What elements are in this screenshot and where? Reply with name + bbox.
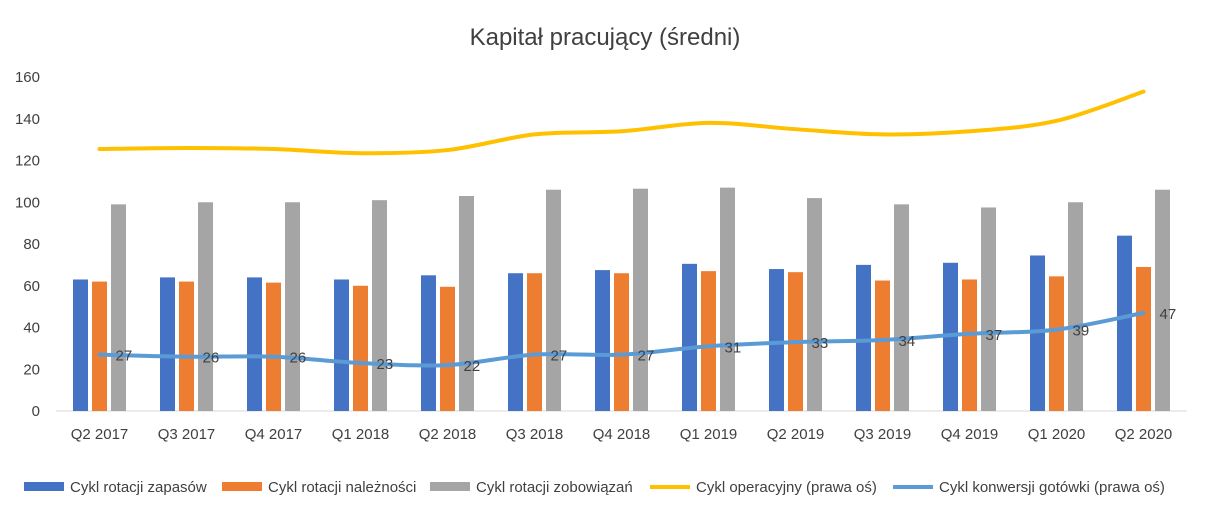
legend-swatch: [430, 482, 470, 491]
bar-3: [807, 198, 822, 411]
x-tick-label: Q4 2017: [245, 426, 303, 443]
bar-2: [527, 273, 542, 411]
bar-3: [720, 187, 735, 411]
x-tick-label: Q1 2019: [680, 426, 738, 443]
bar-marks: [73, 187, 1170, 411]
bar-3: [1068, 202, 1083, 411]
bar-1: [682, 263, 697, 411]
bar-3: [981, 207, 996, 411]
bar-3: [285, 202, 300, 411]
bar-2: [614, 273, 629, 411]
data-label: 33: [812, 335, 829, 352]
x-axis: Q2 2017 Q3 2017 Q4 2017 Q1 2018 Q2 2018 Q3 20…: [71, 426, 1173, 443]
bar-3: [372, 200, 387, 411]
bar-1: [508, 273, 523, 411]
x-tick-label: Q2 2020: [1115, 426, 1173, 443]
y-tick-label: 100: [15, 194, 40, 211]
bar-2: [962, 279, 977, 411]
bar-1: [160, 277, 175, 411]
bar-3: [1155, 189, 1170, 411]
data-label: 26: [203, 350, 220, 367]
bar-2: [266, 282, 281, 411]
y-tick-label: 140: [15, 111, 40, 128]
y-tick-label: 80: [23, 236, 40, 253]
bar-1: [1117, 235, 1132, 411]
legend-label: Cykl rotacji zobowiązań: [476, 479, 633, 496]
y-tick-label: 160: [15, 69, 40, 86]
legend-swatch: [24, 482, 64, 491]
bar-3: [111, 204, 126, 411]
y-tick-label: 20: [23, 361, 40, 378]
data-label: 23: [377, 356, 394, 373]
data-label: 34: [899, 333, 916, 350]
legend-label: Cykl rotacji należności: [268, 479, 416, 496]
bar-2: [440, 286, 455, 411]
data-label: 22: [464, 358, 481, 375]
data-label: 27: [551, 348, 568, 365]
x-tick-label: Q1 2018: [332, 426, 390, 443]
x-tick-label: Q4 2019: [941, 426, 999, 443]
legend-label: Cykl operacyjny (prawa oś): [696, 479, 877, 496]
y-tick-label: 40: [23, 320, 40, 337]
x-tick-label: Q2 2019: [767, 426, 825, 443]
y-axis: 0 20 40 60 80 100 120 140 160: [15, 69, 40, 420]
bar-1: [334, 279, 349, 411]
bar-1: [595, 270, 610, 411]
x-tick-label: Q2 2018: [419, 426, 477, 443]
chart-title: Kapitał pracujący (średni): [470, 24, 741, 51]
data-label: 37: [986, 327, 1003, 344]
series-line: [97, 89, 1146, 156]
y-tick-label: 60: [23, 278, 40, 295]
data-label: 27: [638, 348, 655, 365]
bar-1: [856, 264, 871, 411]
data-label: 31: [725, 339, 742, 356]
legend-swatch: [222, 482, 262, 491]
y-tick-label: 0: [32, 403, 40, 420]
bar-3: [198, 202, 213, 411]
bar-2: [179, 281, 194, 411]
bar-3: [894, 204, 909, 411]
bar-2: [92, 281, 107, 411]
x-tick-label: Q4 2018: [593, 426, 651, 443]
bar-2: [1136, 266, 1151, 411]
legend: Cykl rotacji zapasów Cykl rotacji należno…: [24, 479, 1165, 496]
bar-2: [1049, 276, 1064, 411]
bar-1: [247, 277, 262, 411]
bar-3: [546, 189, 561, 411]
data-label: 39: [1073, 323, 1090, 340]
x-tick-label: Q3 2019: [854, 426, 912, 443]
bar-2: [353, 285, 368, 411]
bar-1: [769, 269, 784, 411]
x-tick-label: Q3 2018: [506, 426, 564, 443]
bar-1: [421, 275, 436, 411]
x-tick-label: Q1 2020: [1028, 426, 1086, 443]
bar-1: [1030, 255, 1045, 411]
bar-1: [73, 279, 88, 411]
series-line: [97, 310, 1146, 368]
bar-3: [459, 195, 474, 411]
bar-3: [633, 188, 648, 411]
x-tick-label: Q3 2017: [158, 426, 216, 443]
data-label: 47: [1160, 306, 1177, 323]
bar-2: [875, 280, 890, 411]
x-tick-label: Q2 2017: [71, 426, 129, 443]
line-marks: 27 26 26 23 22 27 27 31 33 34 37 39 47: [97, 89, 1177, 375]
legend-label: Cykl rotacji zapasów: [70, 479, 207, 496]
y-tick-label: 120: [15, 153, 40, 170]
bar-2: [701, 271, 716, 411]
data-label: 26: [290, 350, 307, 367]
data-label: 27: [116, 348, 133, 365]
legend-label: Cykl konwersji gotówki (prawa oś): [939, 479, 1165, 496]
